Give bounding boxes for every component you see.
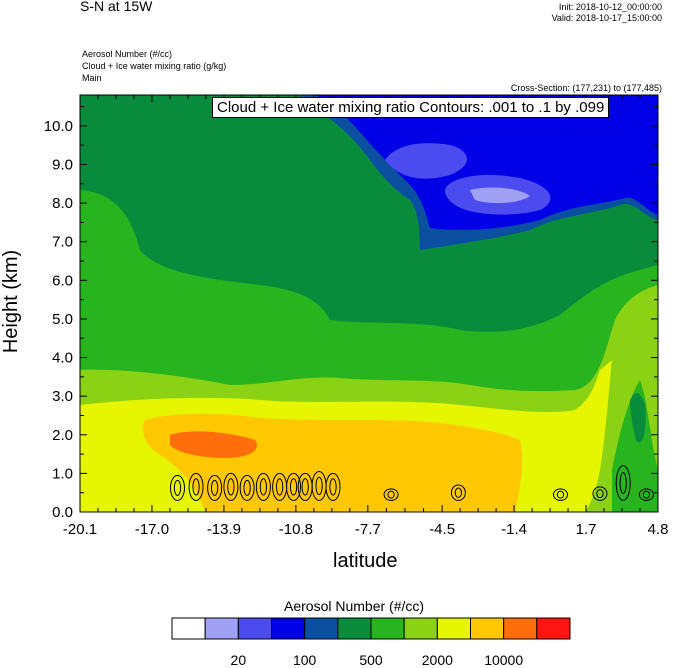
- cloud-contour-inner: [315, 476, 323, 496]
- cloud-contour-inner: [301, 478, 309, 496]
- colorbar-swatch: [204, 617, 239, 640]
- field-region-100: [385, 143, 467, 179]
- cloud-contour: [450, 484, 466, 501]
- cloud-contour-inner: [556, 490, 565, 499]
- colorbar-swatch: [503, 617, 538, 640]
- y-tick-label: 7.0: [52, 234, 73, 251]
- y-tick-label: 6.0: [52, 272, 73, 289]
- cloud-contour: [255, 472, 271, 501]
- colorbar-swatch: [271, 617, 306, 640]
- valid-time: Valid: 2018-10-17_15:00:00: [551, 13, 662, 23]
- cloud-contour-inner: [275, 478, 284, 496]
- field-label-cloud: Cloud + Ice water mixing ratio (g/kg): [82, 61, 227, 71]
- colorbar-swatch: [403, 617, 438, 640]
- colorbar-swatch: [337, 617, 372, 640]
- colorbar-swatch: [237, 617, 272, 640]
- cross-section-label: Cross-Section: (177,231) to (177,485): [510, 83, 662, 93]
- cloud-contour: [325, 472, 341, 501]
- x-tick-label: -7.7: [355, 521, 381, 538]
- y-tick-label: 10.0: [44, 118, 73, 135]
- y-tick-label: 3.0: [52, 388, 73, 405]
- init-time: Init: 2018-10-12_00:00:00: [558, 2, 662, 12]
- y-tick-label: 8.0: [52, 195, 73, 212]
- cloud-contour: [223, 472, 239, 501]
- x-tick-label: 1.7: [576, 521, 597, 538]
- y-axis-label: Height (km): [0, 249, 23, 354]
- field-region-right-1500: [612, 380, 658, 512]
- field-region-right-500: [630, 393, 646, 443]
- colorbar-swatch: [470, 617, 505, 640]
- colorbar-swatch: [171, 617, 206, 640]
- cloud-ice-contours: [169, 465, 654, 501]
- colorbar-label: 10000: [484, 652, 523, 668]
- colorbar-label: 2000: [422, 652, 453, 668]
- x-tick-label: -20.1: [63, 521, 97, 538]
- colorbar-label: 500: [359, 652, 383, 668]
- colorbar-title: Aerosol Number (#/cc): [284, 598, 425, 614]
- cloud-contour-inner: [642, 490, 651, 499]
- y-tick-label: 2.0: [52, 427, 73, 444]
- y-tick-label: 5.0: [52, 311, 73, 328]
- cloud-contour: [615, 465, 631, 501]
- chart-title: S-N at 15W: [80, 0, 153, 14]
- field-region-200: [315, 95, 658, 230]
- cloud-contour-inner: [387, 490, 395, 499]
- aerosol-number-field: [80, 95, 658, 512]
- y-tick-label: 4.0: [52, 350, 73, 367]
- cloud-contour-inner: [596, 489, 604, 499]
- colorbar-swatch: [536, 617, 571, 640]
- cloud-contour: [239, 474, 255, 501]
- colorbar-label: 20: [231, 652, 247, 668]
- x-tick-label: 4.8: [648, 521, 669, 538]
- cloud-contour-inner: [259, 478, 268, 496]
- cloud-contour: [383, 488, 399, 501]
- colorbar-swatch: [436, 617, 472, 640]
- cloud-contour: [286, 472, 302, 501]
- field-label-main: Main: [82, 73, 102, 83]
- field-region-50: [470, 187, 530, 204]
- cloud-contour: [207, 474, 223, 501]
- cloud-contour-inner: [227, 478, 235, 496]
- colorbar-swatch: [370, 617, 405, 640]
- x-axis-label: latitude: [333, 550, 398, 572]
- cloud-contour-inner: [329, 478, 337, 496]
- x-tick-label: -1.4: [501, 521, 527, 538]
- field-label-aerosol: Aerosol Number (#/cc): [82, 49, 173, 59]
- x-axis: -20.1 -17.0 -13.9 -10.8 -7.7 -4.5 -1.4 1.7 4.8: [63, 95, 669, 538]
- cloud-contour: [188, 472, 204, 501]
- x-tick-label: -17.0: [135, 521, 169, 538]
- colorbar: 20 100 500 2000 10000: [171, 617, 571, 668]
- y-tick-label: 1.0: [52, 465, 73, 482]
- cloud-contour-inner: [173, 479, 182, 496]
- x-tick-label: -10.8: [279, 521, 313, 538]
- field-region-5000: [143, 413, 523, 512]
- cloud-contour: [638, 488, 654, 501]
- cloud-contour-inner: [210, 479, 219, 496]
- x-tick-label: -13.9: [207, 521, 241, 538]
- y-tick-label: 0.0: [52, 504, 73, 521]
- x-tick-label: -4.5: [429, 521, 455, 538]
- cloud-contour-inner: [243, 479, 251, 496]
- plot-frame: [79, 94, 659, 513]
- cloud-contour-inner: [289, 478, 298, 496]
- field-region-10000: [170, 431, 257, 458]
- cloud-contour: [553, 488, 569, 501]
- colorbar-label: 100: [293, 652, 317, 668]
- contour-info-label: Cloud + Ice water mixing ratio Contours:…: [212, 97, 610, 118]
- cloud-contour: [169, 474, 185, 501]
- cloud-contour: [592, 486, 608, 501]
- cloud-contour-inner: [454, 487, 463, 498]
- y-axis: 0.0 1.0 2.0 3.0 4.0 5.0 6.0 7.0 8.0 9.0 10.0: [44, 106, 658, 521]
- cloud-contour-inner: [619, 472, 627, 494]
- y-tick-label: 9.0: [52, 157, 73, 174]
- colorbar-swatch: [304, 617, 339, 640]
- cloud-contour-inner: [192, 478, 200, 496]
